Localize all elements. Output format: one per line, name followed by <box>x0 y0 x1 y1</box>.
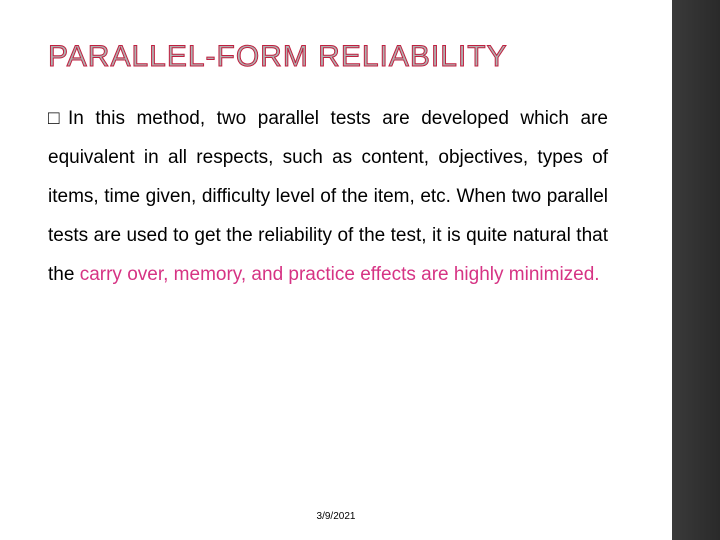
bullet-icon: □ <box>48 100 68 139</box>
body-text-highlight: carry over, memory, and practice effects… <box>80 264 600 285</box>
side-accent-bar <box>672 0 720 540</box>
slide-title: PARALLEL-FORM RELIABILITY <box>48 40 660 74</box>
body-text-plain: In this method, two parallel tests are d… <box>48 108 608 285</box>
footer-date: 3/9/2021 <box>0 511 672 522</box>
body-container: □In this method, two parallel tests are … <box>48 100 608 295</box>
slide: PARALLEL-FORM RELIABILITY □In this metho… <box>0 0 720 540</box>
body-paragraph: □In this method, two parallel tests are … <box>48 100 608 295</box>
